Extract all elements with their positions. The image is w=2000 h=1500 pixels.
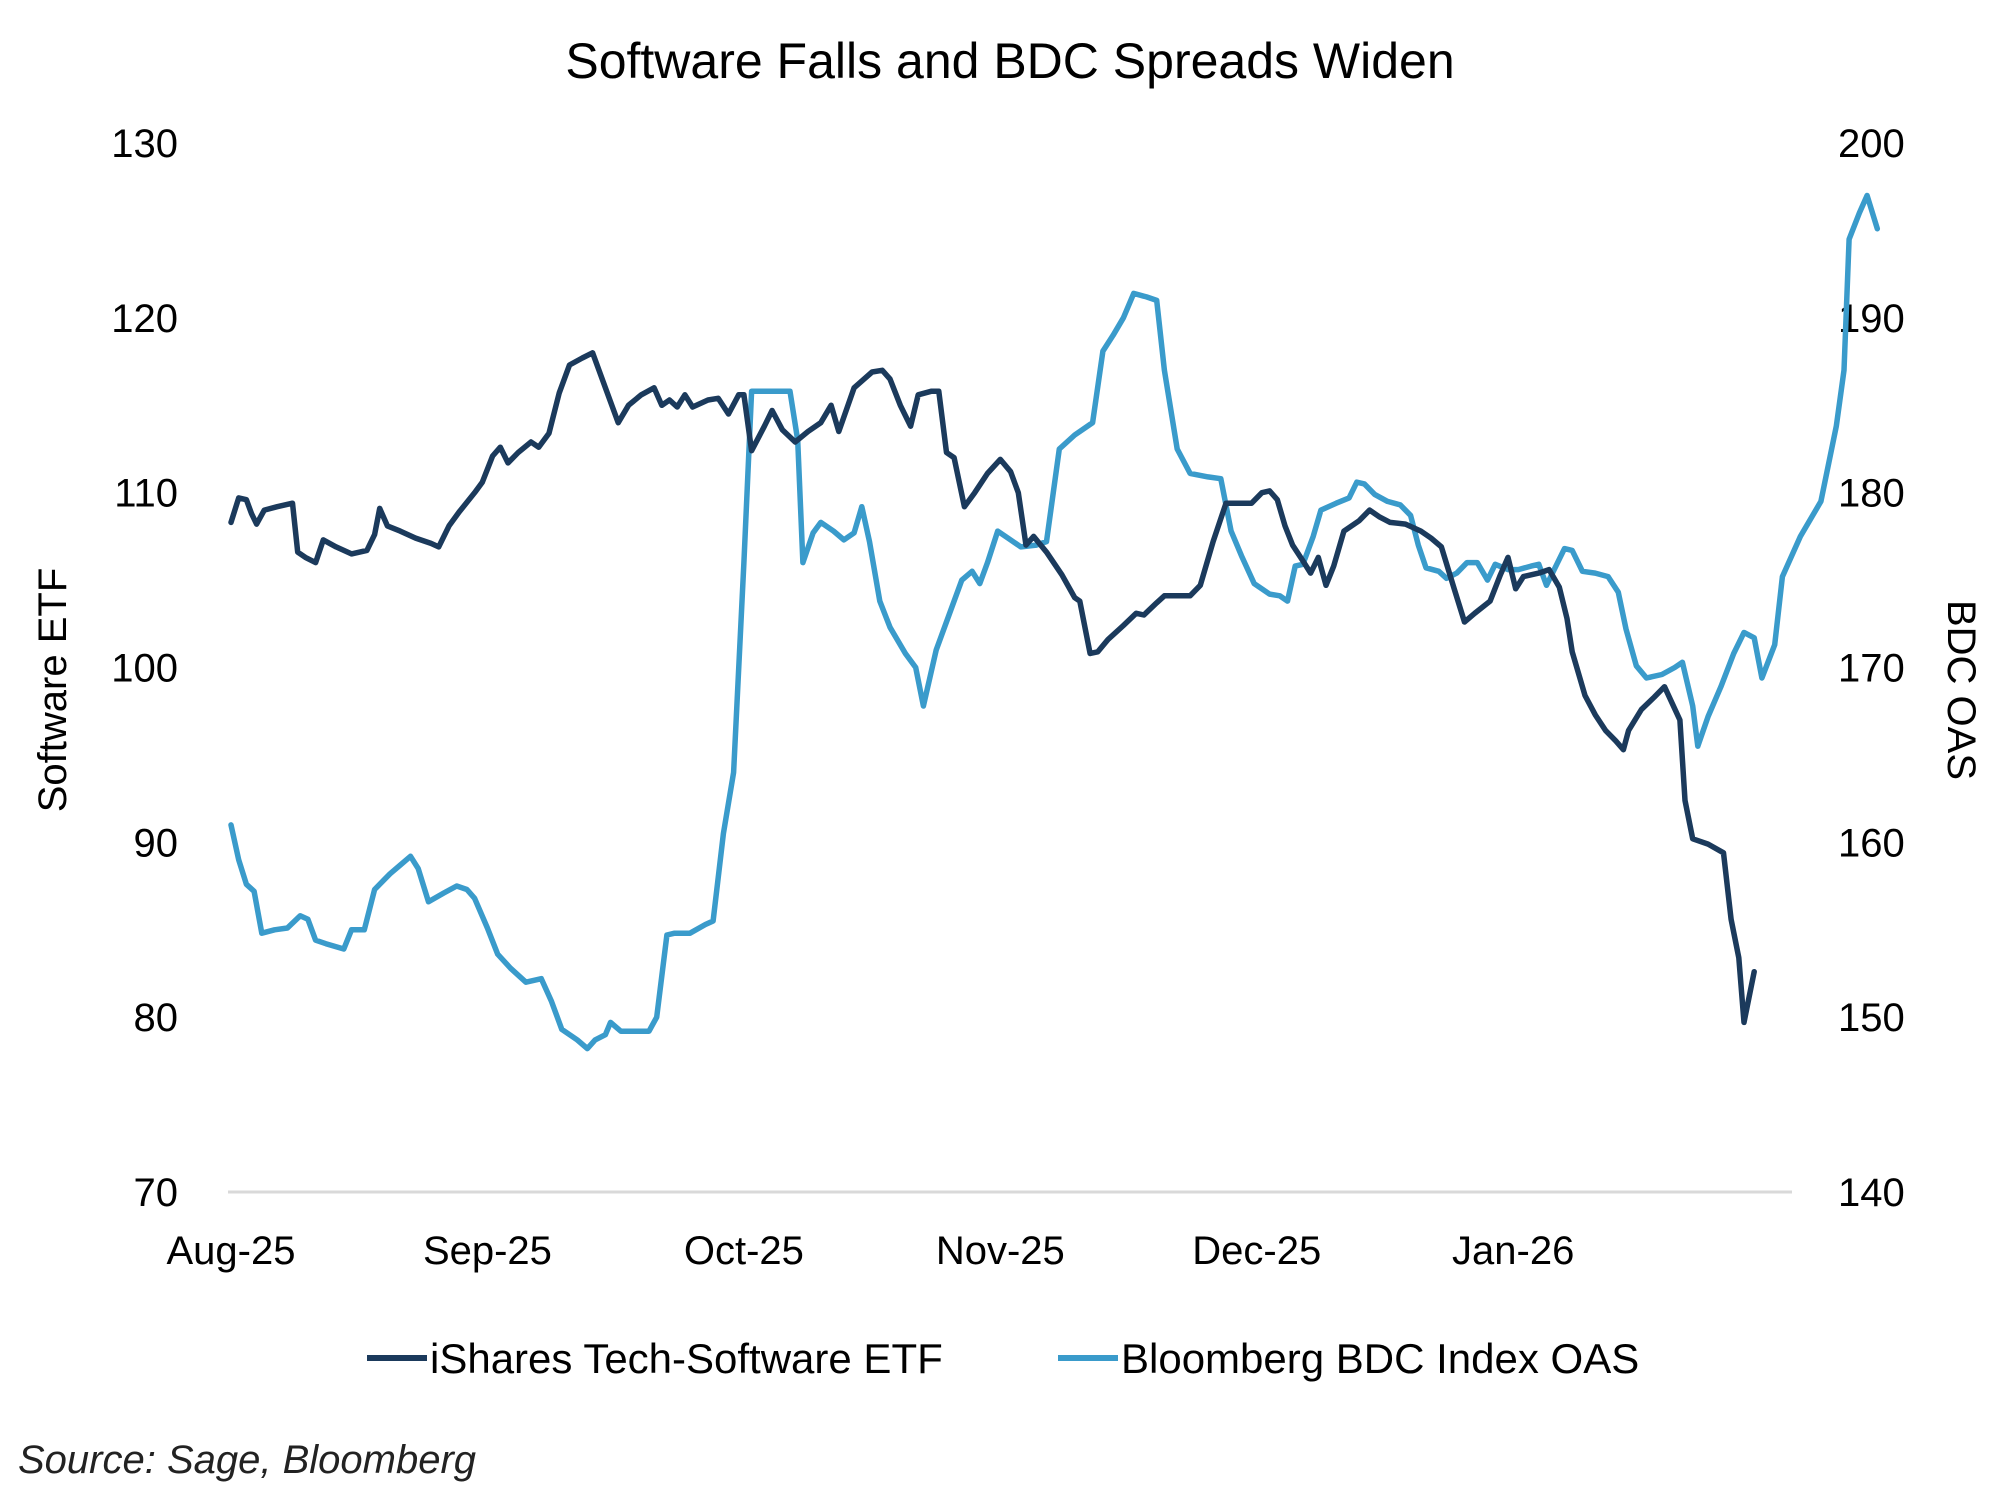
chart-title: Software Falls and BDC Spreads Widen (565, 33, 1454, 89)
y-tick-right-0: 200 (1838, 122, 1905, 166)
x-tick-4: Dec-25 (1192, 1229, 1321, 1273)
legend-label-software: iShares Tech-Software ETF (430, 1335, 943, 1382)
series-line-software-etf (228, 350, 1757, 1026)
y-tick-left-5: 80 (134, 996, 179, 1040)
y-tick-left-4: 90 (134, 821, 179, 865)
y-tick-left-6: 70 (134, 1171, 179, 1215)
y-tick-right-2: 180 (1838, 472, 1905, 516)
y-tick-right-4: 160 (1838, 821, 1905, 865)
x-axis: Aug-25 Sep-25 Oct-25 Nov-25 Dec-25 Jan-26 (167, 1229, 1575, 1273)
y-tick-left-2: 110 (114, 472, 178, 516)
legend-label-bdc: Bloomberg BDC Index OAS (1121, 1335, 1639, 1382)
source-note: Source: Sage, Bloomberg (18, 1438, 476, 1482)
y-axis-label-left: Software ETF (31, 568, 75, 813)
x-tick-0: Aug-25 (167, 1229, 296, 1273)
y-tick-right-3: 170 (1838, 647, 1905, 691)
y-tick-right-5: 150 (1838, 996, 1905, 1040)
series-layer (228, 192, 1881, 1052)
y-tick-left-3: 100 (111, 647, 178, 691)
series-line-bdc-oas (228, 192, 1881, 1052)
y-tick-left-0: 130 (111, 122, 178, 166)
x-tick-1: Sep-25 (423, 1229, 552, 1273)
left-axis: 130 120 110 100 90 80 70 (111, 122, 178, 1215)
x-tick-5: Jan-26 (1452, 1229, 1574, 1273)
x-tick-3: Nov-25 (936, 1229, 1065, 1273)
y-tick-right-6: 140 (1838, 1171, 1905, 1215)
x-tick-2: Oct-25 (684, 1229, 804, 1273)
legend: iShares Tech-Software ETF Bloomberg BDC … (367, 1335, 1639, 1382)
y-axis-label-right: BDC OAS (1939, 600, 1983, 780)
y-tick-left-1: 120 (111, 297, 178, 341)
